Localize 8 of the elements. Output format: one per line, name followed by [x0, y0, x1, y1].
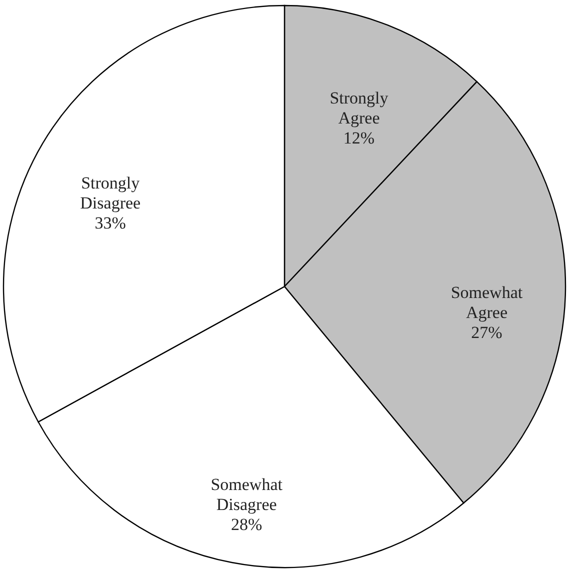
slice-label: Somewhat Agree: [450, 282, 523, 322]
data-label: 33%: [94, 214, 126, 233]
slice-label: Strongly Agree: [330, 88, 389, 128]
slice-label: Strongly Disagree: [80, 174, 141, 213]
data-label: 27%: [471, 322, 502, 342]
data-label: 12%: [343, 128, 375, 148]
slice-label: Somewhat Disagree: [210, 475, 283, 514]
data-label: 28%: [231, 515, 262, 534]
